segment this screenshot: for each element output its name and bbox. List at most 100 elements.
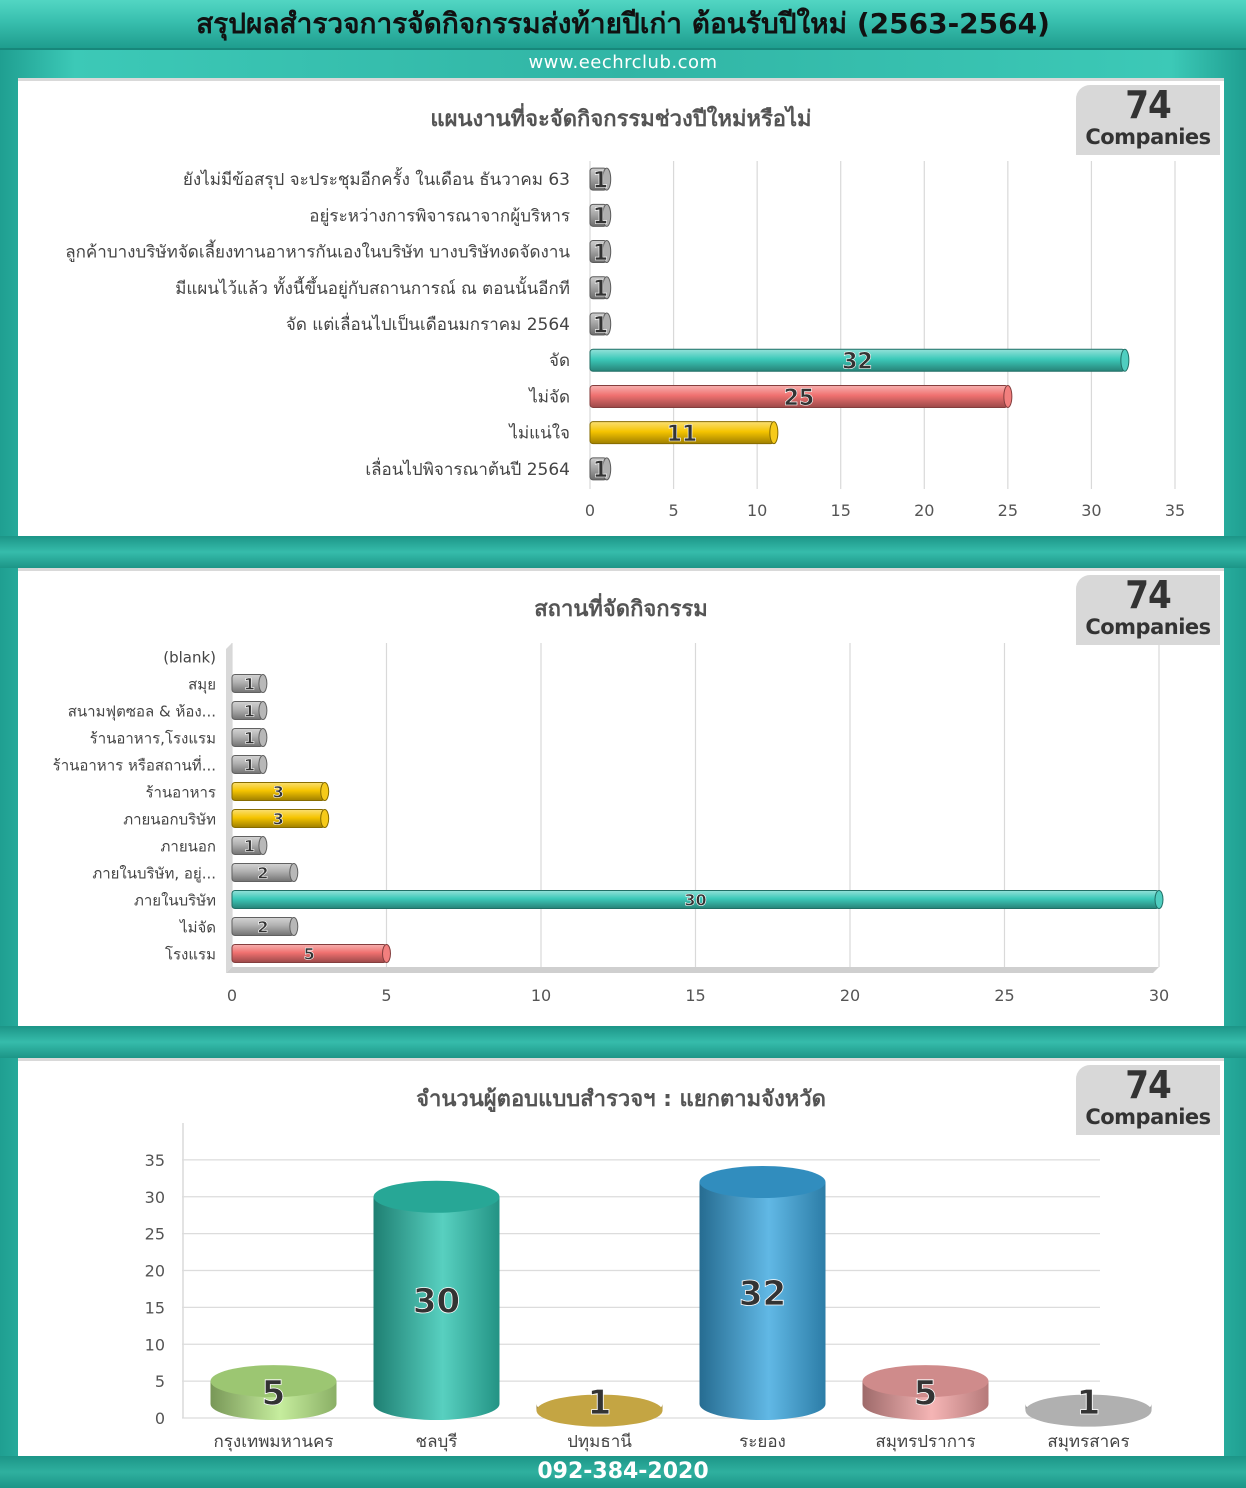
category-label: จัด แต่เลื่อนไปเป็นเดือนมกราคม 2564 [286,312,570,335]
category-label: โรงแรม [165,946,216,964]
province-cylinder-chart: 051015202530355กรุงเทพมหานคร30ชลบุรี1ปทุ… [145,1123,1152,1452]
page-title: สรุปผลสำรวจการจัดกิจกรรมส่งท้ายปีเก่า ต้… [196,7,1050,40]
y-tick-label: 25 [145,1225,165,1244]
bar-end-cap [289,863,299,882]
category-label: อยู่ระหว่างการพิจารณาจากผู้บริหาร [309,206,570,226]
bar-value-label: 32 [842,350,873,375]
cylinder-top [699,1166,826,1198]
bar-value-label: 5 [914,1374,938,1414]
bar-value-label: 30 [684,891,706,910]
bar-value-label: 5 [304,945,315,964]
bar-value-label: 2 [257,864,268,883]
bar-value-label: 5 [262,1374,286,1414]
category-label: ไม่แน่ใจ [507,423,570,444]
cylinder-top [536,1394,663,1427]
category-label: ไม่จัด [179,919,216,937]
category-label: ภายนอกบริษัท [123,811,216,829]
cylinder-body [699,1182,826,1420]
bar-value-label: 1 [244,675,255,694]
x-tick-label: 0 [585,501,595,520]
companies-label: Companies [1085,1105,1211,1129]
bar-value-label: 1 [588,1383,612,1423]
category-label: ภายนอก [161,838,216,856]
y-tick-label: 10 [145,1335,165,1354]
x-tick-label: 5 [381,986,391,1005]
category-label: เลื่อนไปพิจารณาต้นปี 2564 [365,457,570,480]
category-label: (blank) [163,649,216,667]
bar-value-label: 3 [273,783,284,802]
x-tick-label: 15 [831,501,851,520]
separator [0,1026,1246,1058]
bar-end-cap [1003,384,1013,408]
companies-label: Companies [1085,125,1211,149]
chart-panel-plans: แผนงานที่จะจัดกิจกรรมช่วงปีใหม่หรือไม่ 7… [18,78,1224,539]
bar-value-label: 32 [739,1274,786,1314]
bar-end-cap [382,944,391,963]
bar-end-cap [602,167,612,191]
x-tick-label: 35 [1165,501,1185,520]
cylinder-top [1025,1394,1152,1427]
x-tick-label: 30 [1149,986,1169,1005]
bar-end-cap [602,457,612,481]
bar-value-label: 1 [593,277,608,302]
companies-count: 74 [1125,573,1172,617]
bar-value-label: 30 [413,1281,460,1321]
y-tick-label: 20 [145,1262,165,1281]
site-url[interactable]: www.eechrclub.com [528,52,718,73]
bar-end-cap [258,755,268,774]
companies-badge: 74 Companies [1076,575,1220,645]
x-tick-label: 0 [227,986,237,1005]
chart-panel-venue: สถานที่จัดกิจกรรม 74 Companies 0 5 10 15 20 2… [18,568,1224,1029]
x-tick-label: 10 [747,501,767,520]
bar-value-label: 25 [784,386,815,411]
bar-end-cap [1154,890,1164,909]
category-label: สมุทรปราการ [875,1432,975,1452]
y-tick-label: 30 [145,1188,165,1207]
y-tick-label: 5 [155,1372,165,1391]
x-tick-label: 5 [668,501,678,520]
category-label: ร้านอาหาร [145,784,216,802]
x-tick-label: 30 [1081,501,1101,520]
bar-value-label: 1 [244,702,255,721]
bar-value-label: 1 [244,837,255,856]
cylinder-top [862,1365,989,1398]
bar-end-cap [258,728,268,747]
companies-label: Companies [1085,615,1211,639]
separator [0,536,1246,568]
bar-end-cap [1120,348,1130,372]
y-tick-label: 0 [155,1409,165,1428]
bar-end-cap [289,917,299,936]
chart-title: จำนวนผู้ตอบแบบสำรวจฯ : แยกตามจังหวัด [416,1087,826,1112]
bar-value-label: 1 [593,205,608,230]
category-label: ร้านอาหาร,โรงแรม [90,730,216,748]
category-label: ระยอง [739,1432,786,1452]
bar-value-label: 1 [1077,1383,1101,1423]
chart-panel-province: จำนวนผู้ตอบแบบสำรวจฯ : แยกตามจังหวัด 74 … [18,1058,1224,1457]
y-tick-label: 35 [145,1151,165,1170]
bar-end-cap [258,701,268,720]
category-label: สมุทรสาคร [1047,1432,1129,1452]
bar-value-label: 2 [257,918,268,937]
page-title-bar: สรุปผลสำรวจการจัดกิจกรรมส่งท้ายปีเก่า ต้… [0,0,1246,50]
bar-end-cap [602,240,612,264]
companies-count: 74 [1125,83,1172,127]
contact-phone[interactable]: 092-384-2020 [0,1456,1246,1488]
companies-badge: 74 Companies [1076,1065,1220,1135]
x-tick-label: 20 [914,501,934,520]
chart-title: สถานที่จัดกิจกรรม [534,597,708,622]
category-label: ชลบุรี [416,1432,458,1452]
bar-end-cap [602,276,612,300]
bar-value-label: 1 [244,729,255,748]
bar-end-cap [258,836,268,855]
companies-count: 74 [1125,1063,1172,1107]
bar-value-label: 1 [244,756,255,775]
x-tick-label: 25 [994,986,1014,1005]
bar-end-cap [320,809,330,828]
category-label: ร้านอาหาร หรือสถานที่... [53,755,216,775]
x-tick-label: 25 [998,501,1018,520]
category-label: จัด [549,351,570,371]
companies-badge: 74 Companies [1076,85,1220,155]
plans-bar-chart: 0 5 10 15 20 25 30 35 ยังไม่มีข้อสรุป จะประชุมอี… [65,161,1185,520]
category-label: ภายในบริษัท, อยู่... [92,865,216,883]
